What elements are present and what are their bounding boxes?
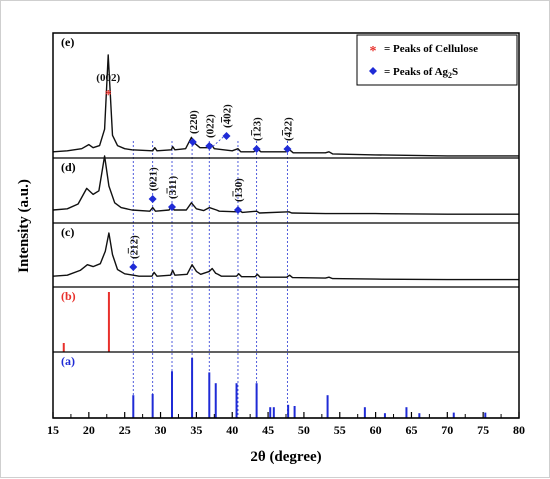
ag2s-peak-marker — [129, 263, 138, 271]
ag2s-peak-marker — [188, 138, 197, 146]
panel-d: (d) (021) (311) (130) — [52, 155, 519, 224]
cellulose-peak-marker: * — [105, 88, 112, 103]
ag2s-peak-marker — [222, 132, 231, 140]
x-tick-label: 75 — [477, 423, 489, 437]
x-tick-label: 35 — [190, 423, 202, 437]
xrd-trace — [52, 155, 519, 215]
x-tick-label: 40 — [226, 423, 238, 437]
panel-a: (a) — [53, 354, 519, 419]
x-tick-label: 20 — [83, 423, 95, 437]
ag2s-peak-marker — [252, 145, 261, 153]
peak-label: (021) — [148, 167, 160, 191]
x-tick-label: 80 — [513, 423, 525, 437]
peak-label: (002) — [96, 72, 120, 84]
panel-label: (a) — [61, 354, 75, 368]
peak-label: (022) — [204, 114, 216, 138]
legend-ag2s-marker — [369, 67, 377, 75]
ag2s-peak-marker — [148, 195, 157, 203]
panel-label: (e) — [61, 35, 74, 49]
legend-cellulose-marker: * — [370, 44, 377, 59]
panel-c: (c) (212) — [52, 225, 519, 288]
x-tick-label: 65 — [405, 423, 417, 437]
x-tick-label: 60 — [370, 423, 382, 437]
x-tick-label: 25 — [119, 423, 131, 437]
legend: * = Peaks of Cellulose = Peaks of Ag2S — [356, 34, 518, 86]
panel-label: (d) — [61, 160, 76, 174]
panel-label: (b) — [61, 289, 76, 303]
peak-label: (130) — [233, 178, 245, 202]
x-tick-label: 15 — [47, 423, 59, 437]
x-tick-label: 70 — [441, 423, 453, 437]
x-tick-label: 55 — [334, 423, 346, 437]
panel-e: (e) * (002) (220) (022) (402) (123) (422) — [52, 35, 519, 159]
panel-b: (b) — [53, 289, 519, 353]
ag2s-peak-marker — [283, 145, 292, 153]
x-axis-label: 2θ (degree) — [250, 449, 321, 465]
plot-frame — [52, 32, 520, 419]
legend-box — [356, 34, 518, 86]
legend-ag2s-label: = Peaks of Ag2S — [384, 66, 458, 80]
x-tick-label: 45 — [262, 423, 274, 437]
guide-line-slanted — [209, 135, 225, 150]
legend-cellulose-label: = Peaks of Cellulose — [384, 43, 478, 55]
peak-label: (123) — [252, 117, 264, 141]
peak-label: (220) — [188, 110, 200, 134]
x-tick-label: 30 — [155, 423, 167, 437]
xrd-trace — [52, 232, 519, 281]
x-tick-label: 50 — [298, 423, 310, 437]
panel-label: (c) — [61, 225, 74, 239]
peak-label: (422) — [282, 117, 294, 141]
peak-label: (212) — [128, 235, 140, 259]
ag2s-peak-marker — [205, 142, 214, 150]
y-axis-label: Intensity (a.u.) — [16, 179, 32, 273]
peak-label: (311) — [167, 175, 179, 199]
ag2s-peak-marker — [233, 206, 242, 214]
peak-label: (402) — [221, 104, 233, 128]
ag2s-peak-marker — [168, 203, 177, 211]
